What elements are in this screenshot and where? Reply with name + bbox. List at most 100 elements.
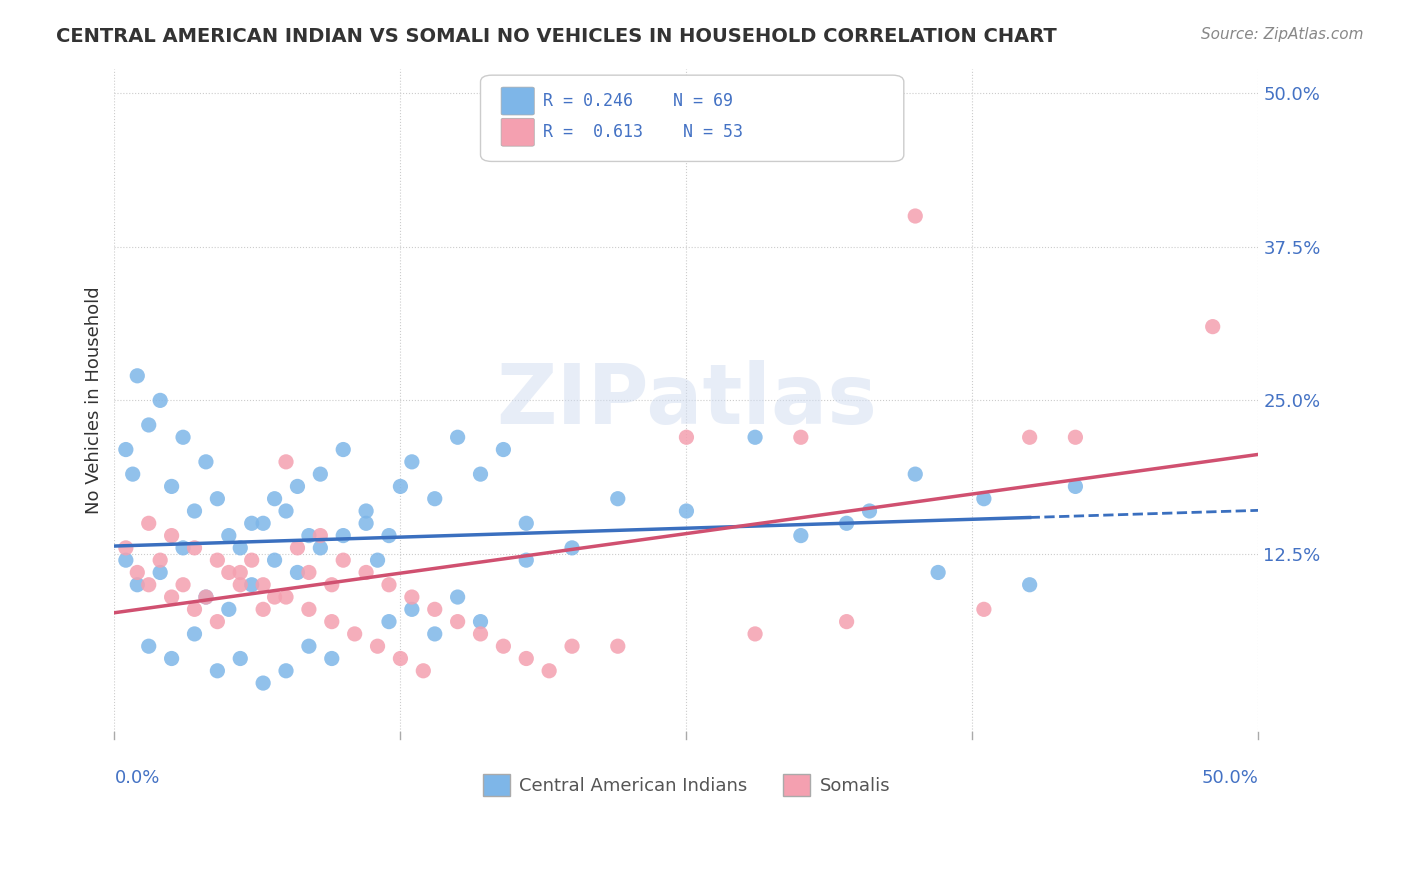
Point: [332, 528, 354, 542]
Point: [1018, 430, 1040, 444]
Point: [298, 639, 321, 653]
Point: [309, 528, 332, 542]
Point: [183, 504, 205, 518]
FancyBboxPatch shape: [481, 75, 904, 161]
Point: [470, 467, 492, 482]
Point: [160, 651, 183, 665]
Point: [218, 602, 240, 616]
Point: [332, 553, 354, 567]
Point: [606, 639, 628, 653]
Point: [515, 516, 537, 531]
Point: [274, 455, 297, 469]
Point: [138, 516, 160, 531]
Point: [354, 516, 377, 531]
Point: [973, 602, 995, 616]
Point: [675, 504, 697, 518]
Point: [835, 516, 858, 531]
Point: [263, 590, 285, 604]
Point: [207, 664, 229, 678]
Point: [492, 639, 515, 653]
Point: [423, 602, 446, 616]
Point: [240, 553, 263, 567]
Point: [115, 553, 138, 567]
Point: [378, 578, 401, 592]
Point: [229, 566, 252, 580]
Y-axis label: No Vehicles in Household: No Vehicles in Household: [86, 286, 103, 514]
Point: [298, 566, 321, 580]
Point: [835, 615, 858, 629]
Point: [172, 578, 194, 592]
Point: [218, 528, 240, 542]
Point: [287, 541, 309, 555]
Text: Source: ZipAtlas.com: Source: ZipAtlas.com: [1201, 27, 1364, 42]
FancyBboxPatch shape: [501, 119, 534, 146]
Point: [138, 417, 160, 432]
Point: [470, 627, 492, 641]
Point: [423, 491, 446, 506]
Point: [194, 455, 217, 469]
Point: [138, 639, 160, 653]
Point: [354, 504, 377, 518]
Point: [790, 528, 813, 542]
Point: [183, 627, 205, 641]
Point: [218, 566, 240, 580]
Point: [904, 467, 927, 482]
Point: [401, 590, 423, 604]
Point: [160, 479, 183, 493]
Point: [1064, 479, 1087, 493]
Point: [115, 541, 138, 555]
Point: [298, 528, 321, 542]
Point: [252, 602, 274, 616]
Text: 0.0%: 0.0%: [114, 769, 160, 787]
Point: [274, 590, 297, 604]
Point: [229, 651, 252, 665]
Point: [127, 368, 149, 383]
Point: [446, 590, 468, 604]
Point: [412, 664, 434, 678]
Point: [149, 393, 172, 408]
Point: [160, 528, 183, 542]
Point: [538, 664, 561, 678]
Point: [446, 615, 468, 629]
Point: [492, 442, 515, 457]
Point: [252, 676, 274, 690]
Point: [115, 442, 138, 457]
Point: [389, 651, 412, 665]
Point: [343, 627, 366, 641]
Point: [367, 553, 389, 567]
Point: [561, 639, 583, 653]
Point: [229, 541, 252, 555]
Point: [183, 602, 205, 616]
Point: [675, 430, 697, 444]
Point: [194, 590, 217, 604]
Point: [252, 516, 274, 531]
Point: [183, 541, 205, 555]
Point: [1202, 319, 1225, 334]
Text: ZIPatlas: ZIPatlas: [496, 359, 877, 441]
Point: [263, 491, 285, 506]
Point: [240, 516, 263, 531]
Point: [446, 430, 468, 444]
Text: 50.0%: 50.0%: [1202, 769, 1258, 787]
Point: [354, 566, 377, 580]
Point: [321, 615, 343, 629]
Point: [229, 578, 252, 592]
Point: [149, 566, 172, 580]
Point: [378, 528, 401, 542]
Point: [927, 566, 949, 580]
Point: [401, 455, 423, 469]
Point: [240, 578, 263, 592]
Point: [138, 578, 160, 592]
Point: [515, 553, 537, 567]
Point: [207, 553, 229, 567]
Point: [287, 479, 309, 493]
Point: [252, 578, 274, 592]
Point: [470, 615, 492, 629]
Point: [858, 504, 880, 518]
Point: [790, 430, 813, 444]
Text: R = 0.246    N = 69: R = 0.246 N = 69: [544, 92, 734, 110]
FancyBboxPatch shape: [501, 87, 534, 115]
Point: [423, 627, 446, 641]
Point: [298, 602, 321, 616]
Point: [744, 430, 766, 444]
